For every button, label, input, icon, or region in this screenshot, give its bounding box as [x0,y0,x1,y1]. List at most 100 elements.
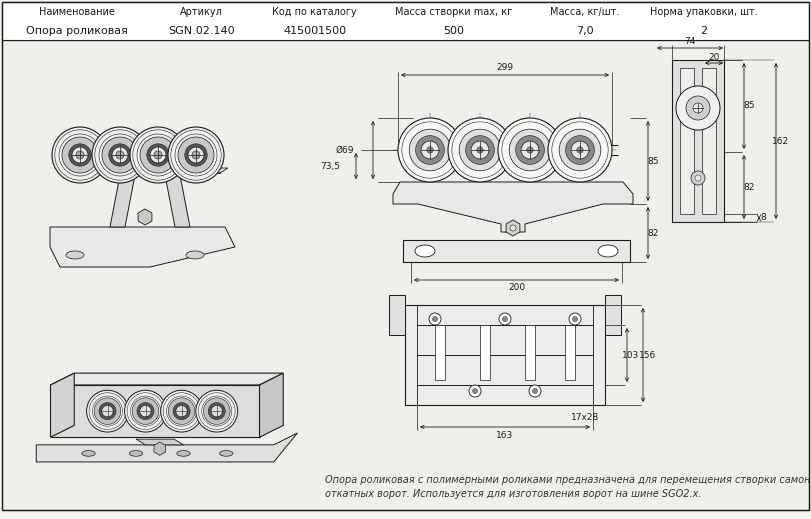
Circle shape [573,317,577,321]
Circle shape [533,389,538,393]
Polygon shape [260,373,283,437]
Circle shape [130,127,186,183]
Circle shape [569,313,581,325]
Text: 299: 299 [496,63,513,73]
Circle shape [195,390,238,432]
Circle shape [109,144,131,166]
Circle shape [150,147,166,163]
Polygon shape [50,385,260,437]
Text: 73,5: 73,5 [320,161,340,171]
Circle shape [415,135,444,165]
Text: Норма упаковки, шт.: Норма упаковки, шт. [650,7,758,17]
Circle shape [509,129,551,171]
Polygon shape [36,433,298,462]
Circle shape [691,171,705,185]
Text: Наименование: Наименование [39,7,114,17]
Circle shape [498,118,562,182]
Ellipse shape [177,450,190,456]
Circle shape [76,151,84,159]
Circle shape [161,390,203,432]
Circle shape [72,147,88,163]
Polygon shape [50,373,283,385]
Circle shape [94,398,121,425]
Bar [2,2,809,40]
Bar [435,325,445,380]
Circle shape [499,313,511,325]
Text: откатных ворот. Используется для изготовления ворот на шине SGO2.x.: откатных ворот. Используется для изготов… [325,489,702,499]
Circle shape [471,141,489,159]
Polygon shape [672,60,724,222]
Text: 8: 8 [760,213,766,223]
Ellipse shape [220,450,233,456]
Circle shape [208,403,225,420]
Circle shape [448,118,512,182]
Circle shape [92,127,148,183]
Text: 103: 103 [622,350,640,360]
Circle shape [154,151,162,159]
Text: Масса, кг/шт.: Масса, кг/шт. [551,7,620,17]
Text: 2: 2 [701,26,708,36]
Text: 85: 85 [647,157,659,166]
Circle shape [139,405,151,417]
Circle shape [87,390,128,432]
Bar [403,240,630,262]
Circle shape [565,135,594,165]
Bar [565,325,575,380]
Circle shape [686,96,710,120]
Polygon shape [393,182,633,232]
Ellipse shape [186,251,204,259]
Circle shape [102,405,114,417]
Circle shape [125,390,166,432]
Polygon shape [680,68,694,214]
Circle shape [527,147,533,153]
Text: Ø69: Ø69 [336,145,354,155]
Text: Масса створки max, кг: Масса створки max, кг [395,7,513,17]
Ellipse shape [129,450,143,456]
Circle shape [473,389,478,393]
Bar [389,295,405,335]
Ellipse shape [66,251,84,259]
Circle shape [211,405,222,417]
Circle shape [571,141,589,159]
Circle shape [521,141,539,159]
Text: Код по каталогу: Код по каталогу [272,7,357,17]
Circle shape [477,147,483,153]
Bar [605,295,621,335]
Circle shape [137,403,154,420]
Text: Артикул: Артикул [180,7,223,17]
Polygon shape [702,68,716,214]
Circle shape [429,313,441,325]
Circle shape [112,147,128,163]
Circle shape [173,403,190,420]
Text: 7,0: 7,0 [577,26,594,36]
Text: SGN.02.140: SGN.02.140 [169,26,235,36]
Circle shape [560,129,601,171]
Circle shape [432,317,437,321]
Circle shape [192,151,200,159]
Text: 163: 163 [496,430,513,440]
Text: 82: 82 [744,183,755,192]
Circle shape [410,129,451,171]
Circle shape [204,398,230,425]
Circle shape [169,398,195,425]
Circle shape [185,144,207,166]
Text: 200: 200 [508,283,525,293]
Polygon shape [110,175,135,227]
Circle shape [140,137,176,173]
Circle shape [398,118,462,182]
Circle shape [116,151,124,159]
Circle shape [427,147,433,153]
Text: 162: 162 [772,136,790,145]
Circle shape [168,127,224,183]
Text: 17x28: 17x28 [571,413,599,421]
Ellipse shape [82,450,95,456]
Polygon shape [136,439,183,445]
Circle shape [577,147,583,153]
Bar [405,305,605,405]
Polygon shape [60,168,228,173]
Bar [480,325,490,380]
Text: 85: 85 [743,102,755,111]
Circle shape [676,86,720,130]
Text: 415001500: 415001500 [283,26,346,36]
Circle shape [516,135,544,165]
